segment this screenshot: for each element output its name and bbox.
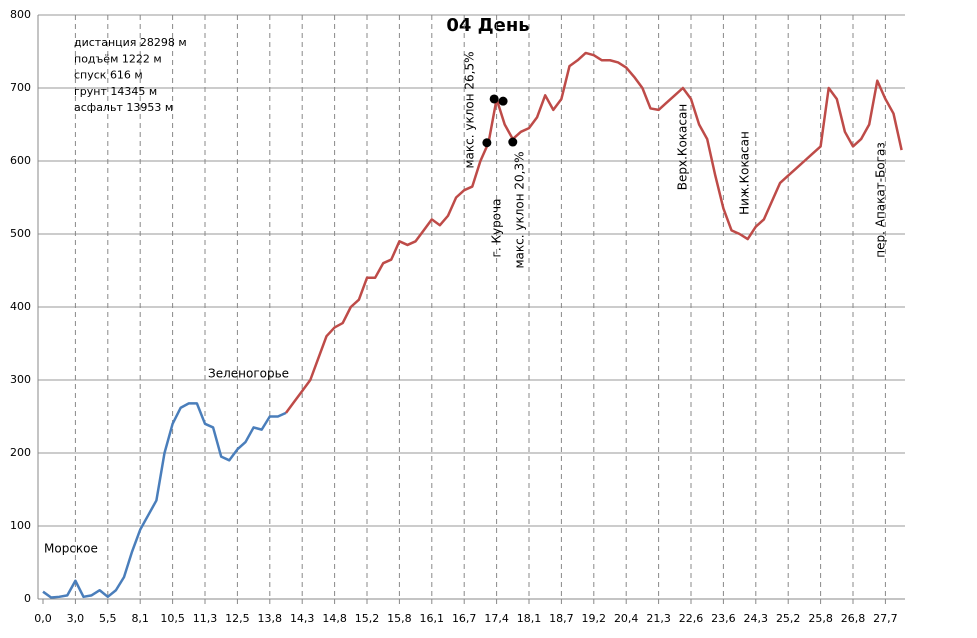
- y-tick-label: 600: [10, 154, 31, 167]
- x-tick-label: 17,4: [484, 612, 509, 625]
- elevation-line: [284, 51, 903, 414]
- x-tick-label: 16,1: [420, 612, 445, 625]
- y-tick-label: 300: [10, 373, 31, 386]
- annotation: макс. уклон 26,5%: [463, 51, 477, 168]
- x-tick-label: 27,7: [873, 612, 898, 625]
- x-tick-label: 14,3: [290, 612, 315, 625]
- x-tick-label: 25,2: [776, 612, 801, 625]
- annotation: г. Курoча: [490, 199, 504, 258]
- x-tick-label: 20,4: [614, 612, 639, 625]
- annotation: пер. Апакат-Богаз: [874, 142, 888, 257]
- x-tick-label: 3,0: [67, 612, 85, 625]
- x-tick-label: 15,8: [387, 612, 412, 625]
- y-tick-label: 800: [10, 8, 31, 21]
- annotation: Морское: [44, 542, 98, 556]
- x-tick-label: 26,8: [841, 612, 866, 625]
- y-tick-label: 200: [10, 446, 31, 459]
- x-tick-label: 22,6: [679, 612, 704, 625]
- y-tick-label: 500: [10, 227, 31, 240]
- stat-line: подъём 1222 м: [74, 52, 162, 65]
- annotation: Зеленогорье: [208, 367, 289, 381]
- y-tick-label: 100: [10, 519, 31, 532]
- y-tick-label: 0: [24, 592, 31, 605]
- x-tick-label: 18,7: [549, 612, 574, 625]
- x-tick-label: 14,8: [322, 612, 347, 625]
- x-tick-label: 15,2: [355, 612, 380, 625]
- marker: [482, 138, 492, 148]
- marker: [508, 137, 518, 147]
- x-tick-label: 8,1: [131, 612, 149, 625]
- chart-title: 04 День: [446, 15, 529, 36]
- x-tick-label: 21,3: [646, 612, 671, 625]
- x-tick-label: 18,1: [517, 612, 542, 625]
- x-tick-label: 16,7: [452, 612, 477, 625]
- marker: [498, 96, 508, 106]
- y-tick-label: 400: [10, 300, 31, 313]
- x-tick-label: 12,5: [225, 612, 250, 625]
- x-tick-label: 11,3: [193, 612, 218, 625]
- x-tick-label: 5,5: [99, 612, 117, 625]
- x-tick-label: 13,8: [258, 612, 283, 625]
- stat-line: грунт 14345 м: [74, 85, 157, 98]
- x-tick-label: 24,3: [744, 612, 769, 625]
- marker: [489, 94, 499, 104]
- stat-line: дистанция 28298 м: [74, 36, 187, 49]
- y-tick-label: 700: [10, 81, 31, 94]
- annotation: Верх.Кокасан: [676, 104, 690, 190]
- x-tick-label: 10,5: [160, 612, 185, 625]
- x-tick-label: 0,0: [34, 612, 52, 625]
- x-tick-label: 25,8: [808, 612, 833, 625]
- x-tick-label: 19,2: [582, 612, 607, 625]
- stat-line: асфальт 13953 м: [74, 101, 173, 114]
- annotation: макс. уклон 20,3%: [513, 151, 527, 268]
- stat-line: спуск 616 м: [74, 69, 143, 82]
- x-tick-label: 23,6: [711, 612, 736, 625]
- elevation-line: [42, 402, 287, 599]
- annotation: Ниж.Кокасан: [738, 131, 752, 215]
